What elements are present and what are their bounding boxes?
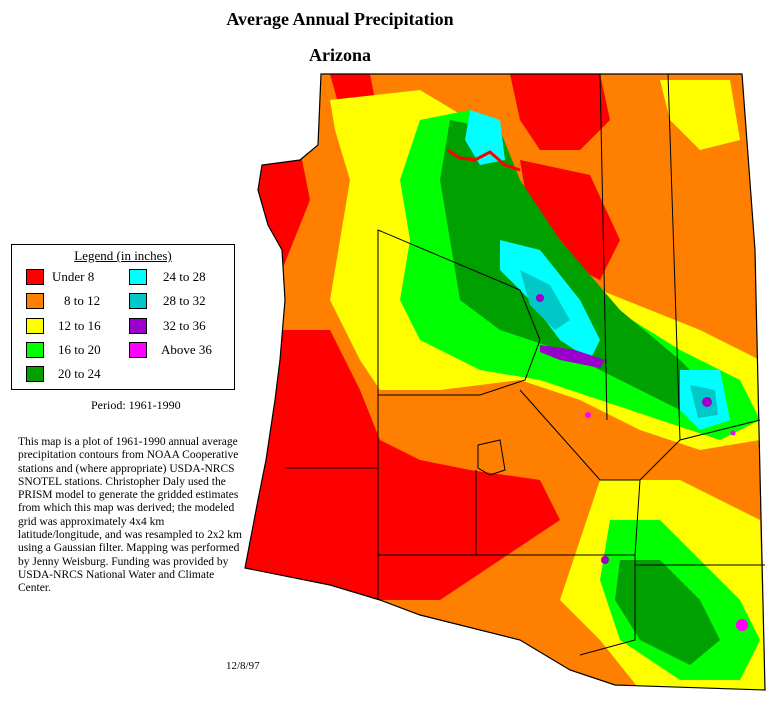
zone-above-36-mogollon [585, 412, 591, 418]
zone-32-to-36-rim [540, 345, 605, 368]
description-text: This map is a plot of 1961-1990 annual a… [18, 436, 242, 595]
legend-title: Legend (in inches) [74, 248, 172, 263]
zone-under-8-northeast [520, 160, 620, 280]
legend-label: 12 to 16 [58, 318, 101, 333]
legend-label: 20 to 24 [58, 366, 101, 381]
legend-label: 8 to 12 [64, 293, 101, 308]
phoenix-outline [477, 439, 506, 476]
zone-32-to-36-baldy [702, 397, 712, 407]
state-border [244, 73, 766, 691]
period-label: Period: 1961-1990 [91, 398, 181, 412]
map-subtitle: Arizona [309, 45, 371, 65]
legend-swatch [26, 366, 44, 382]
legend-swatch [129, 318, 147, 334]
legend-swatch [129, 293, 147, 309]
legend-swatch [26, 269, 44, 285]
date-label: 12/8/97 [226, 660, 260, 672]
zone-above-36-east [730, 430, 736, 436]
legend-swatch [26, 293, 44, 309]
legend-swatch [26, 342, 44, 358]
legend-swatch [129, 342, 147, 358]
grand-canyon-river [446, 148, 521, 172]
zone-above-36-chiricahua [736, 619, 748, 631]
zone-32-to-36-south [601, 556, 609, 564]
legend-label: 16 to 20 [58, 342, 101, 357]
zone-24-to-28-kaibab [465, 110, 505, 165]
zone-32-to-36-peaks [536, 294, 544, 302]
legend-label: 24 to 28 [163, 269, 206, 284]
legend-label: 32 to 36 [163, 318, 206, 333]
legend-swatch [26, 318, 44, 334]
precipitation-zones [245, 74, 765, 690]
county-boundaries [285, 73, 765, 656]
zone-20-to-24-rim [440, 120, 720, 410]
zone-under-8-north [510, 74, 610, 150]
legend-label: Under 8 [52, 269, 95, 284]
zone-12-to-16-northeast [660, 80, 740, 150]
legend-box: Legend (in inches) Under 8 8 to 12 12 to… [11, 244, 235, 390]
zone-20-to-24-mountains [615, 560, 720, 665]
zone-28-to-32 [520, 270, 570, 330]
map-title: Average Annual Precipitation [226, 9, 454, 29]
zone-under-8-southwest [245, 330, 560, 600]
legend-label: Above 36 [161, 342, 212, 357]
legend-label: 28 to 32 [163, 293, 206, 308]
legend-swatch [129, 269, 147, 285]
